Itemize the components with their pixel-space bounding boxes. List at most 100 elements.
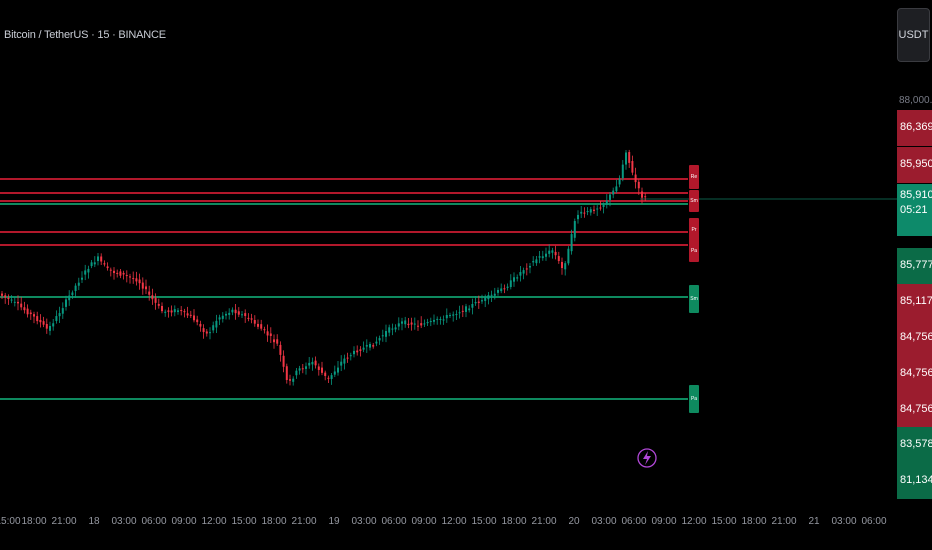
- candle-body: [173, 309, 176, 313]
- candle-body: [609, 194, 611, 200]
- candle-body: [381, 335, 384, 337]
- candle-body: [493, 293, 496, 296]
- candle-body: [628, 152, 631, 163]
- candle-body: [551, 250, 554, 253]
- candle-body: [199, 323, 202, 327]
- time-axis-label: 15:00: [231, 516, 257, 527]
- candle-body: [385, 331, 387, 337]
- candle-body: [266, 331, 269, 336]
- candle-body: [369, 343, 371, 348]
- candle-body: [1, 293, 3, 296]
- price-tag-value: 85,910.73: [900, 189, 932, 201]
- time-axis-label: 15:00: [711, 516, 737, 527]
- candle-body: [164, 311, 167, 313]
- candle-body: [599, 207, 602, 209]
- candle-body: [577, 214, 579, 220]
- level-badge: Pa: [689, 240, 699, 262]
- price-tag-value: 85,950.00: [900, 158, 932, 170]
- time-axis-label: 21:00: [771, 516, 797, 527]
- candle-body: [417, 325, 419, 327]
- candle-body: [529, 265, 531, 268]
- candle-body: [580, 211, 583, 214]
- candle-body: [388, 327, 391, 333]
- price-tag-value: 86,369.57: [900, 121, 932, 133]
- candle-body: [442, 319, 445, 321]
- symbol-title: Bitcoin / TetherUS · 15 · BINANCE: [4, 29, 166, 41]
- lightning-icon[interactable]: [637, 446, 657, 470]
- candle-body: [615, 186, 618, 192]
- candle-body: [237, 311, 240, 315]
- candle-body: [145, 286, 147, 290]
- candle-body: [557, 256, 560, 262]
- price-tag-value: 85,117.04: [900, 295, 932, 307]
- candle-body: [228, 312, 231, 315]
- candle-body: [394, 327, 397, 330]
- level-badge: Sm: [689, 190, 699, 212]
- candle-body: [641, 191, 643, 198]
- candle-body: [439, 319, 442, 321]
- candle-body: [39, 319, 42, 323]
- candle-body: [500, 288, 503, 292]
- candle-body: [4, 295, 7, 298]
- candle-body: [324, 372, 327, 377]
- candle-body: [477, 301, 480, 303]
- candle-body: [292, 378, 295, 382]
- price-tag: 85,910.73 05:21: [897, 184, 932, 236]
- candle-body: [625, 152, 627, 165]
- candle-body: [365, 345, 368, 347]
- candle-body: [593, 209, 595, 211]
- candle-body: [513, 277, 515, 282]
- candle-body: [637, 181, 640, 189]
- price-tag-value: 81,134.66: [900, 474, 932, 486]
- candle-body: [263, 329, 266, 331]
- candle-body: [225, 313, 227, 316]
- candle-body: [97, 256, 99, 261]
- candle-body: [74, 285, 77, 292]
- candle-body: [481, 300, 483, 302]
- candle-body: [33, 314, 35, 317]
- candle-body: [269, 333, 272, 337]
- candle-body: [506, 286, 509, 288]
- level-badge: Pr: [689, 218, 699, 242]
- time-axis-label: 09:00: [171, 516, 197, 527]
- candle-body: [100, 256, 103, 262]
- candle-body: [55, 316, 58, 321]
- candle-body: [471, 303, 474, 308]
- candle-body: [602, 204, 605, 207]
- price-tag: 84,756.83: [897, 320, 932, 356]
- candle-body: [548, 250, 551, 254]
- candle-body: [327, 377, 330, 379]
- candle-body: [503, 288, 506, 290]
- candle-body: [193, 315, 195, 321]
- candle-body: [583, 212, 586, 214]
- candle-body: [109, 269, 112, 271]
- candle-body: [375, 341, 378, 344]
- candle-body: [135, 278, 138, 282]
- price-tag-value: 83,578.32: [900, 438, 932, 450]
- currency-button[interactable]: USDT: [897, 8, 930, 62]
- candle-body: [465, 306, 467, 312]
- time-axis-label: 03:00: [351, 516, 377, 527]
- price-axis-top-label: 88,000.00: [899, 95, 932, 106]
- price-tag: 85,117.04: [897, 284, 932, 320]
- time-axis-label: 12:00: [441, 516, 467, 527]
- candle-body: [618, 178, 621, 185]
- candle-body: [317, 366, 320, 370]
- level-badge: Pa: [689, 385, 699, 413]
- candle-body: [487, 295, 490, 300]
- time-axis-label: 06:00: [861, 516, 887, 527]
- candle-body: [183, 311, 186, 313]
- time-axis-label: 09:00: [651, 516, 677, 527]
- time-axis-label: 15:00: [0, 516, 21, 527]
- price-tag-value: 84,756.83: [900, 403, 932, 415]
- candle-body: [596, 208, 599, 210]
- candle-body: [125, 275, 128, 277]
- candle-body: [52, 323, 55, 327]
- time-axis-label: 21: [808, 516, 820, 527]
- candle-body: [276, 339, 279, 344]
- candle-body: [378, 338, 381, 341]
- candle-body: [570, 234, 573, 252]
- candle-body: [93, 262, 96, 265]
